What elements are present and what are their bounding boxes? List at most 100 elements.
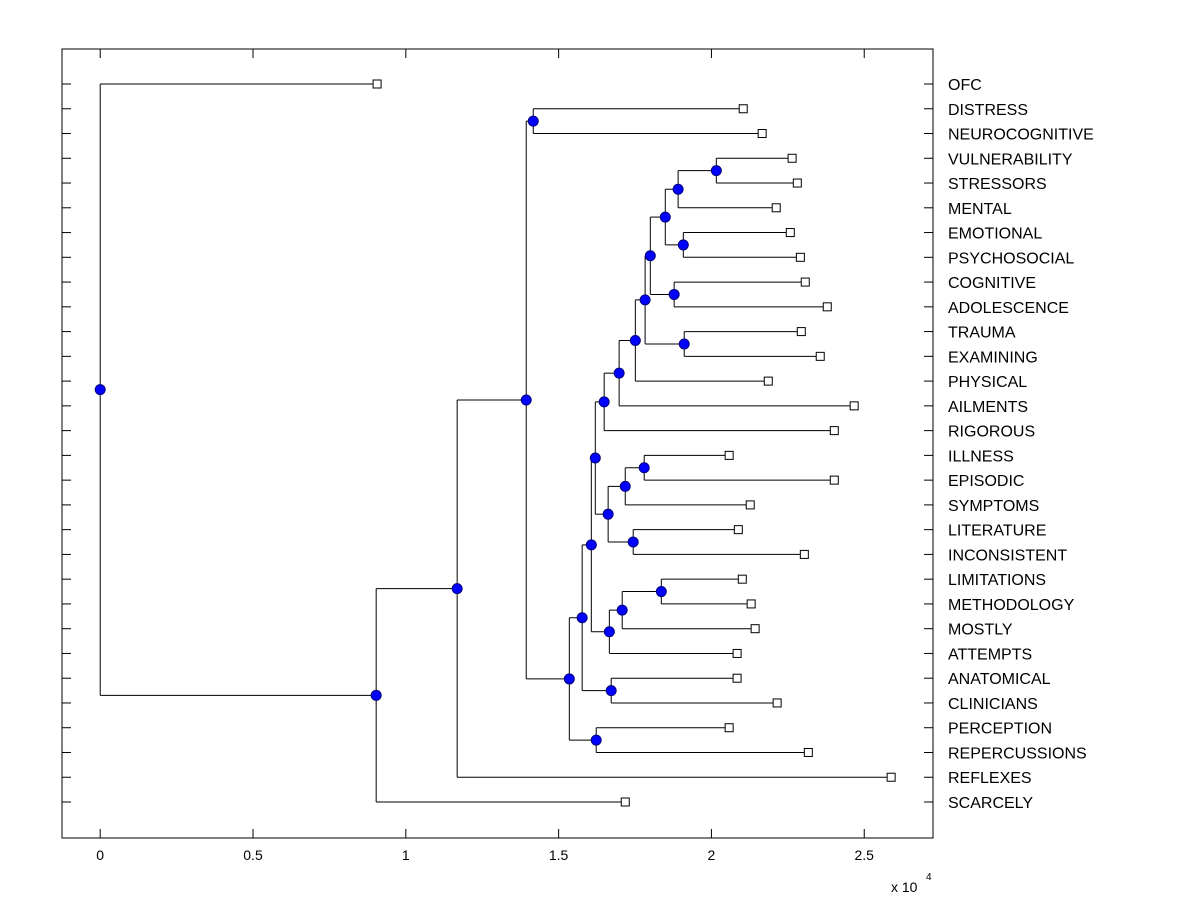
x-tick-label: 2 (708, 847, 716, 863)
leaf-label: SCARCELY (948, 795, 1033, 812)
leaf-label: METHODOLOGY (948, 597, 1075, 614)
leaf-marker (737, 574, 747, 584)
node-marker (598, 396, 610, 408)
leaf-marker (787, 153, 797, 163)
leaf-label: MOSTLY (948, 622, 1013, 639)
node-marker (602, 508, 614, 520)
node-marker (639, 294, 651, 306)
node-marker (677, 239, 689, 251)
leaf-label: TRAUMA (948, 325, 1016, 342)
y-axis-ticks (62, 83, 933, 803)
leaf-marker (724, 450, 734, 460)
node-marker (659, 211, 671, 223)
leaf-marker (746, 599, 756, 609)
leaf-label: ANATOMICAL (948, 671, 1051, 688)
leaf-label: PSYCHOSOCIAL (948, 250, 1074, 267)
branches (99, 83, 892, 803)
leaf-marker (849, 401, 859, 411)
leaf-marker (745, 500, 755, 510)
node-marker (527, 115, 539, 127)
leaf-marker (732, 648, 742, 658)
leaf-marker (763, 376, 773, 386)
node-marker (672, 183, 684, 195)
leaf-label: OFC (948, 77, 982, 94)
leaf-label: EXAMINING (948, 349, 1038, 366)
leaf-marker (799, 549, 809, 559)
node-marker (710, 165, 722, 177)
leaf-marker (724, 723, 734, 733)
leaf-label: ADOLESCENCE (948, 300, 1069, 317)
leaf-label: INCONSISTENT (948, 547, 1067, 564)
leaf-marker (620, 797, 630, 807)
node-marker (627, 536, 639, 548)
leaf-marker (829, 475, 839, 485)
leaf-label: CLINICIANS (948, 696, 1038, 713)
node-marker (613, 367, 625, 379)
leaf-label: DISTRESS (948, 102, 1028, 119)
node-marker (655, 586, 667, 598)
leaf-marker (792, 178, 802, 188)
leaf-label: MENTAL (948, 201, 1012, 218)
leaf-label: ATTEMPTS (948, 646, 1032, 663)
x-tick-label: 0.5 (243, 847, 263, 863)
node-markers (94, 115, 722, 746)
node-marker (585, 539, 597, 551)
leaf-label: VULNERABILITY (948, 151, 1073, 168)
leaf-label: SYMPTOMS (948, 498, 1039, 515)
node-marker (590, 734, 602, 746)
x-scale-exponent: 4 (926, 872, 932, 883)
node-marker (603, 626, 615, 638)
leaf-label: AILMENTS (948, 399, 1028, 416)
node-marker (616, 604, 628, 616)
leaf-label: COGNITIVE (948, 275, 1036, 292)
leaf-marker (803, 747, 813, 757)
leaf-labels: OFC DISTRESS NEUROCOGNITIVE VULNERABILITY ST… (948, 77, 1094, 812)
node-marker (678, 338, 690, 350)
leaf-marker (785, 228, 795, 238)
leaf-marker (796, 327, 806, 337)
x-axis-ticks (99, 49, 865, 838)
leaf-markers (372, 79, 896, 807)
leaf-marker (732, 673, 742, 683)
node-marker (629, 334, 641, 346)
node-marker (638, 462, 650, 474)
node-marker (668, 288, 680, 300)
leaf-label: STRESSORS (948, 176, 1047, 193)
leaf-marker (815, 351, 825, 361)
leaf-marker (772, 698, 782, 708)
node-marker (576, 612, 588, 624)
leaf-marker (829, 426, 839, 436)
leaf-label: REPERCUSSIONS (948, 745, 1087, 762)
leaf-label: EMOTIONAL (948, 226, 1042, 243)
node-marker (589, 452, 601, 464)
leaf-label: PHYSICAL (948, 374, 1027, 391)
leaf-marker (733, 525, 743, 535)
x-tick-label: 1.5 (549, 847, 569, 863)
leaf-marker (771, 203, 781, 213)
leaf-marker (822, 302, 832, 312)
node-marker (644, 250, 656, 262)
leaf-marker (886, 772, 896, 782)
leaf-marker (757, 129, 767, 139)
x-tick-label: 1 (402, 847, 410, 863)
leaf-marker (372, 79, 382, 89)
node-marker (563, 673, 575, 685)
leaf-label: LITERATURE (948, 523, 1046, 540)
leaf-label: LIMITATIONS (948, 572, 1046, 589)
node-marker (451, 583, 463, 595)
x-tick-label: 2.5 (855, 847, 875, 863)
leaf-label: NEUROCOGNITIVE (948, 127, 1094, 144)
leaf-label: RIGOROUS (948, 424, 1035, 441)
leaf-label: ILLNESS (948, 448, 1014, 465)
node-marker (370, 689, 382, 701)
x-scale-label: x 10 (891, 879, 918, 895)
leaf-marker (800, 277, 810, 287)
x-axis-tick-labels: 0 0.5 1 1.5 2 2.5 (96, 847, 874, 863)
leaf-label: REFLEXES (948, 770, 1032, 787)
x-tick-label: 0 (96, 847, 104, 863)
leaf-label: EPISODIC (948, 473, 1024, 490)
node-marker (520, 394, 532, 406)
node-marker (94, 384, 106, 396)
leaf-marker (795, 252, 805, 262)
